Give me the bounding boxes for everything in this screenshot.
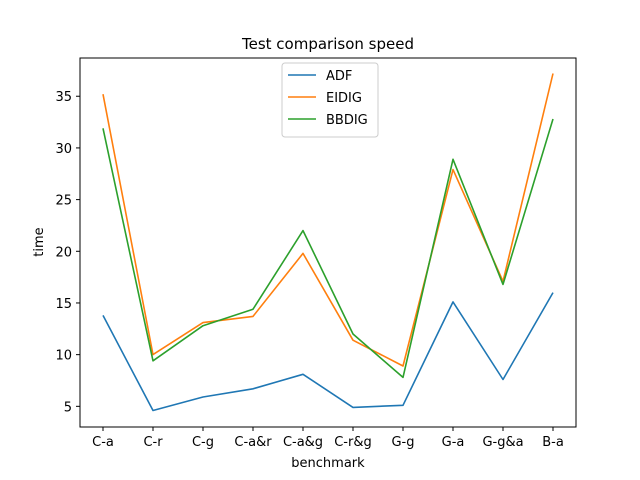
y-axis-label: time bbox=[32, 227, 47, 256]
y-tick-label: 5 bbox=[64, 400, 72, 415]
x-tick-label: G-g&a bbox=[482, 435, 523, 450]
x-tick-label: G-a bbox=[442, 435, 465, 450]
plot-area bbox=[79, 57, 577, 428]
y-tick-label: 15 bbox=[55, 297, 72, 312]
chart-title: Test comparison speed bbox=[241, 35, 414, 53]
x-axis-label: benchmark bbox=[291, 456, 365, 471]
x-tick-label: C-g bbox=[192, 435, 214, 450]
y-tick-label: 20 bbox=[55, 245, 72, 260]
y-tick-label: 35 bbox=[55, 90, 72, 105]
x-tick-label: C-r&g bbox=[334, 435, 372, 450]
y-tick-label: 30 bbox=[55, 142, 72, 157]
series-lines bbox=[102, 73, 554, 412]
y-tick-label: 25 bbox=[55, 194, 72, 209]
x-tick-label: C-a bbox=[92, 435, 114, 450]
legend: ADF EIDIG BBDIG bbox=[281, 62, 379, 138]
legend-label: BBDIG bbox=[326, 113, 368, 128]
y-axis: 5 10 15 20 25 30 35 bbox=[55, 90, 80, 415]
x-tick-label: G-g bbox=[391, 435, 414, 450]
x-tick-label: C-r bbox=[143, 435, 163, 450]
x-tick-label: C-a&g bbox=[283, 435, 323, 450]
series-line-adf bbox=[102, 292, 554, 412]
legend-label: EIDIG bbox=[326, 91, 362, 106]
series-line-eidig bbox=[102, 73, 554, 367]
legend-label: ADF bbox=[326, 69, 352, 84]
x-tick-label: C-a&r bbox=[234, 435, 272, 450]
y-tick-label: 10 bbox=[55, 349, 72, 364]
series-line-bbdig bbox=[102, 118, 554, 379]
x-tick-label: B-a bbox=[542, 435, 564, 450]
x-axis: C-a C-r C-g C-a&r C-a&g C-r&g G-g G-a G-g&a B-a bbox=[92, 427, 564, 450]
